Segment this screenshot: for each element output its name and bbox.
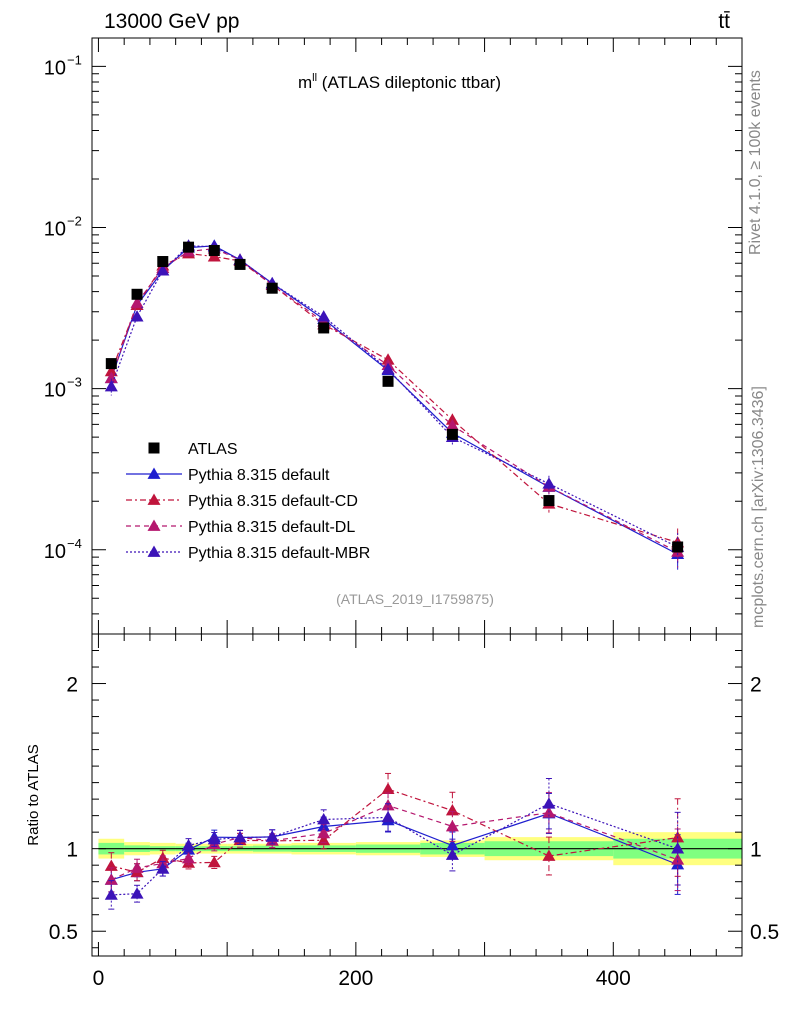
series-ratio-point <box>182 852 196 864</box>
series-ratio-point <box>671 842 685 854</box>
series-ratio-point <box>104 888 118 900</box>
main-y-tick-label-exponent: −2 <box>67 213 82 228</box>
series-ratio-point <box>104 873 118 885</box>
atlas-data-point <box>543 495 555 507</box>
main-y-tick-label-exponent: −3 <box>67 375 82 390</box>
series-line <box>110 247 678 553</box>
plot-title-base: m <box>298 73 312 92</box>
analysis-id-label: (ATLAS_2019_I1759875) <box>336 591 494 607</box>
mcplots-label: mcplots.cern.ch [arXiv:1306.3436] <box>750 386 767 628</box>
legend: ATLAS Pythia 8.315 default Pythia 8.315 de… <box>126 441 370 562</box>
series-ratio-point <box>156 862 170 874</box>
x-tick-label: 400 <box>596 967 631 990</box>
ratio-plot-layer <box>104 772 685 910</box>
series-ratio-point <box>317 826 331 839</box>
series-line <box>110 245 678 548</box>
legend-marker <box>147 467 161 479</box>
main-plot-layer <box>104 239 685 570</box>
tick-labels: 10 −110 −210 −310 −42 21 10.5 0.50 200 400 <box>44 52 779 990</box>
series-ratio-point <box>104 859 118 871</box>
series-ratio-point <box>233 830 247 843</box>
series-ratio-point <box>207 832 221 845</box>
series-point <box>130 296 144 308</box>
legend-label: Pythia 8.315 default-MBR <box>188 545 370 562</box>
series-line <box>110 252 678 543</box>
series-ratio-point <box>445 848 459 860</box>
ratio-y-tick-label: 2 <box>66 674 78 697</box>
series-point <box>104 364 118 377</box>
legend-marker <box>147 519 161 531</box>
series-ratio-point <box>317 813 331 825</box>
ratio-y-tick-label: 0.5 <box>49 921 78 944</box>
series-point <box>104 371 118 384</box>
series-ratio-point <box>182 838 196 851</box>
legend-label: Pythia 8.315 default-CD <box>188 493 358 510</box>
main-y-tick-label-exponent: −4 <box>67 536 82 551</box>
plot-title-sup: ll <box>312 72 317 84</box>
series-ratio-point <box>130 861 144 873</box>
series-ratio-point <box>445 804 459 816</box>
ratio-y-tick-label-right: 0.5 <box>750 921 779 944</box>
header-energy-label: 13000 GeV pp <box>104 10 239 33</box>
legend-label: Pythia 8.315 default-DL <box>188 519 355 536</box>
series-ratio-point <box>542 797 556 809</box>
atlas-data-point <box>382 375 394 387</box>
legend-marker <box>147 493 161 505</box>
main-y-tick-label-exponent: −1 <box>67 52 82 67</box>
series-ratio-line <box>111 803 678 896</box>
series-point <box>542 477 556 489</box>
plot-title-rest: (ATLAS dileptonic ttbar) <box>317 73 501 92</box>
series-ratio-point <box>381 782 395 795</box>
legend-label: Pythia 8.315 default <box>188 467 330 484</box>
header-process-label: tt̄ <box>718 10 730 33</box>
x-tick-label: 0 <box>93 967 105 990</box>
series-point <box>130 310 144 322</box>
series-ratio-point <box>671 853 685 865</box>
legend-marker <box>147 545 161 557</box>
ratio-y-tick-label-right: 2 <box>750 674 762 697</box>
series-point <box>317 310 331 322</box>
series-point <box>156 264 170 276</box>
legend-label-atlas: ATLAS <box>188 441 238 458</box>
series-ratio-point <box>542 849 556 861</box>
atlas-data-point <box>131 288 143 300</box>
atlas-data-point <box>208 244 220 256</box>
axes-layer <box>91 37 743 957</box>
atlas-data-point <box>105 358 117 370</box>
series-ratio-point <box>130 887 144 899</box>
x-tick-label: 200 <box>338 967 373 990</box>
atlas-data-point <box>318 322 330 334</box>
ratio-y-tick-label: 1 <box>66 839 78 862</box>
atlas-data-point <box>157 256 169 268</box>
ratio-y-tick-label-right: 1 <box>750 839 762 862</box>
legend-marker-atlas <box>148 442 160 454</box>
main-y-tick-label: 10 <box>44 541 66 563</box>
rivet-version-label: Rivet 4.1.0, ≥ 100k events <box>747 70 764 255</box>
plot-title: mll (ATLAS dileptonic ttbar) <box>298 72 501 92</box>
series-point <box>104 380 118 392</box>
series-ratio-point <box>317 833 331 846</box>
main-y-tick-label: 10 <box>44 218 66 240</box>
series-point <box>445 419 459 431</box>
series-ratio-point <box>381 810 395 823</box>
atlas-data-point <box>446 428 458 440</box>
series-point <box>381 362 395 375</box>
series-ratio-point <box>265 830 279 842</box>
ratio-plot-frame <box>91 633 743 957</box>
ratio-y-axis-label: Ratio to ATLAS <box>25 744 42 845</box>
atlas-data-point <box>183 241 195 253</box>
main-y-tick-label: 10 <box>44 380 66 402</box>
series-ratio-point <box>207 855 221 868</box>
atlas-data-point <box>672 541 684 553</box>
atlas-data-point <box>234 258 246 270</box>
main-y-tick-label: 10 <box>44 57 66 79</box>
atlas-data-point <box>266 282 278 294</box>
series-ratio-point <box>445 819 459 832</box>
